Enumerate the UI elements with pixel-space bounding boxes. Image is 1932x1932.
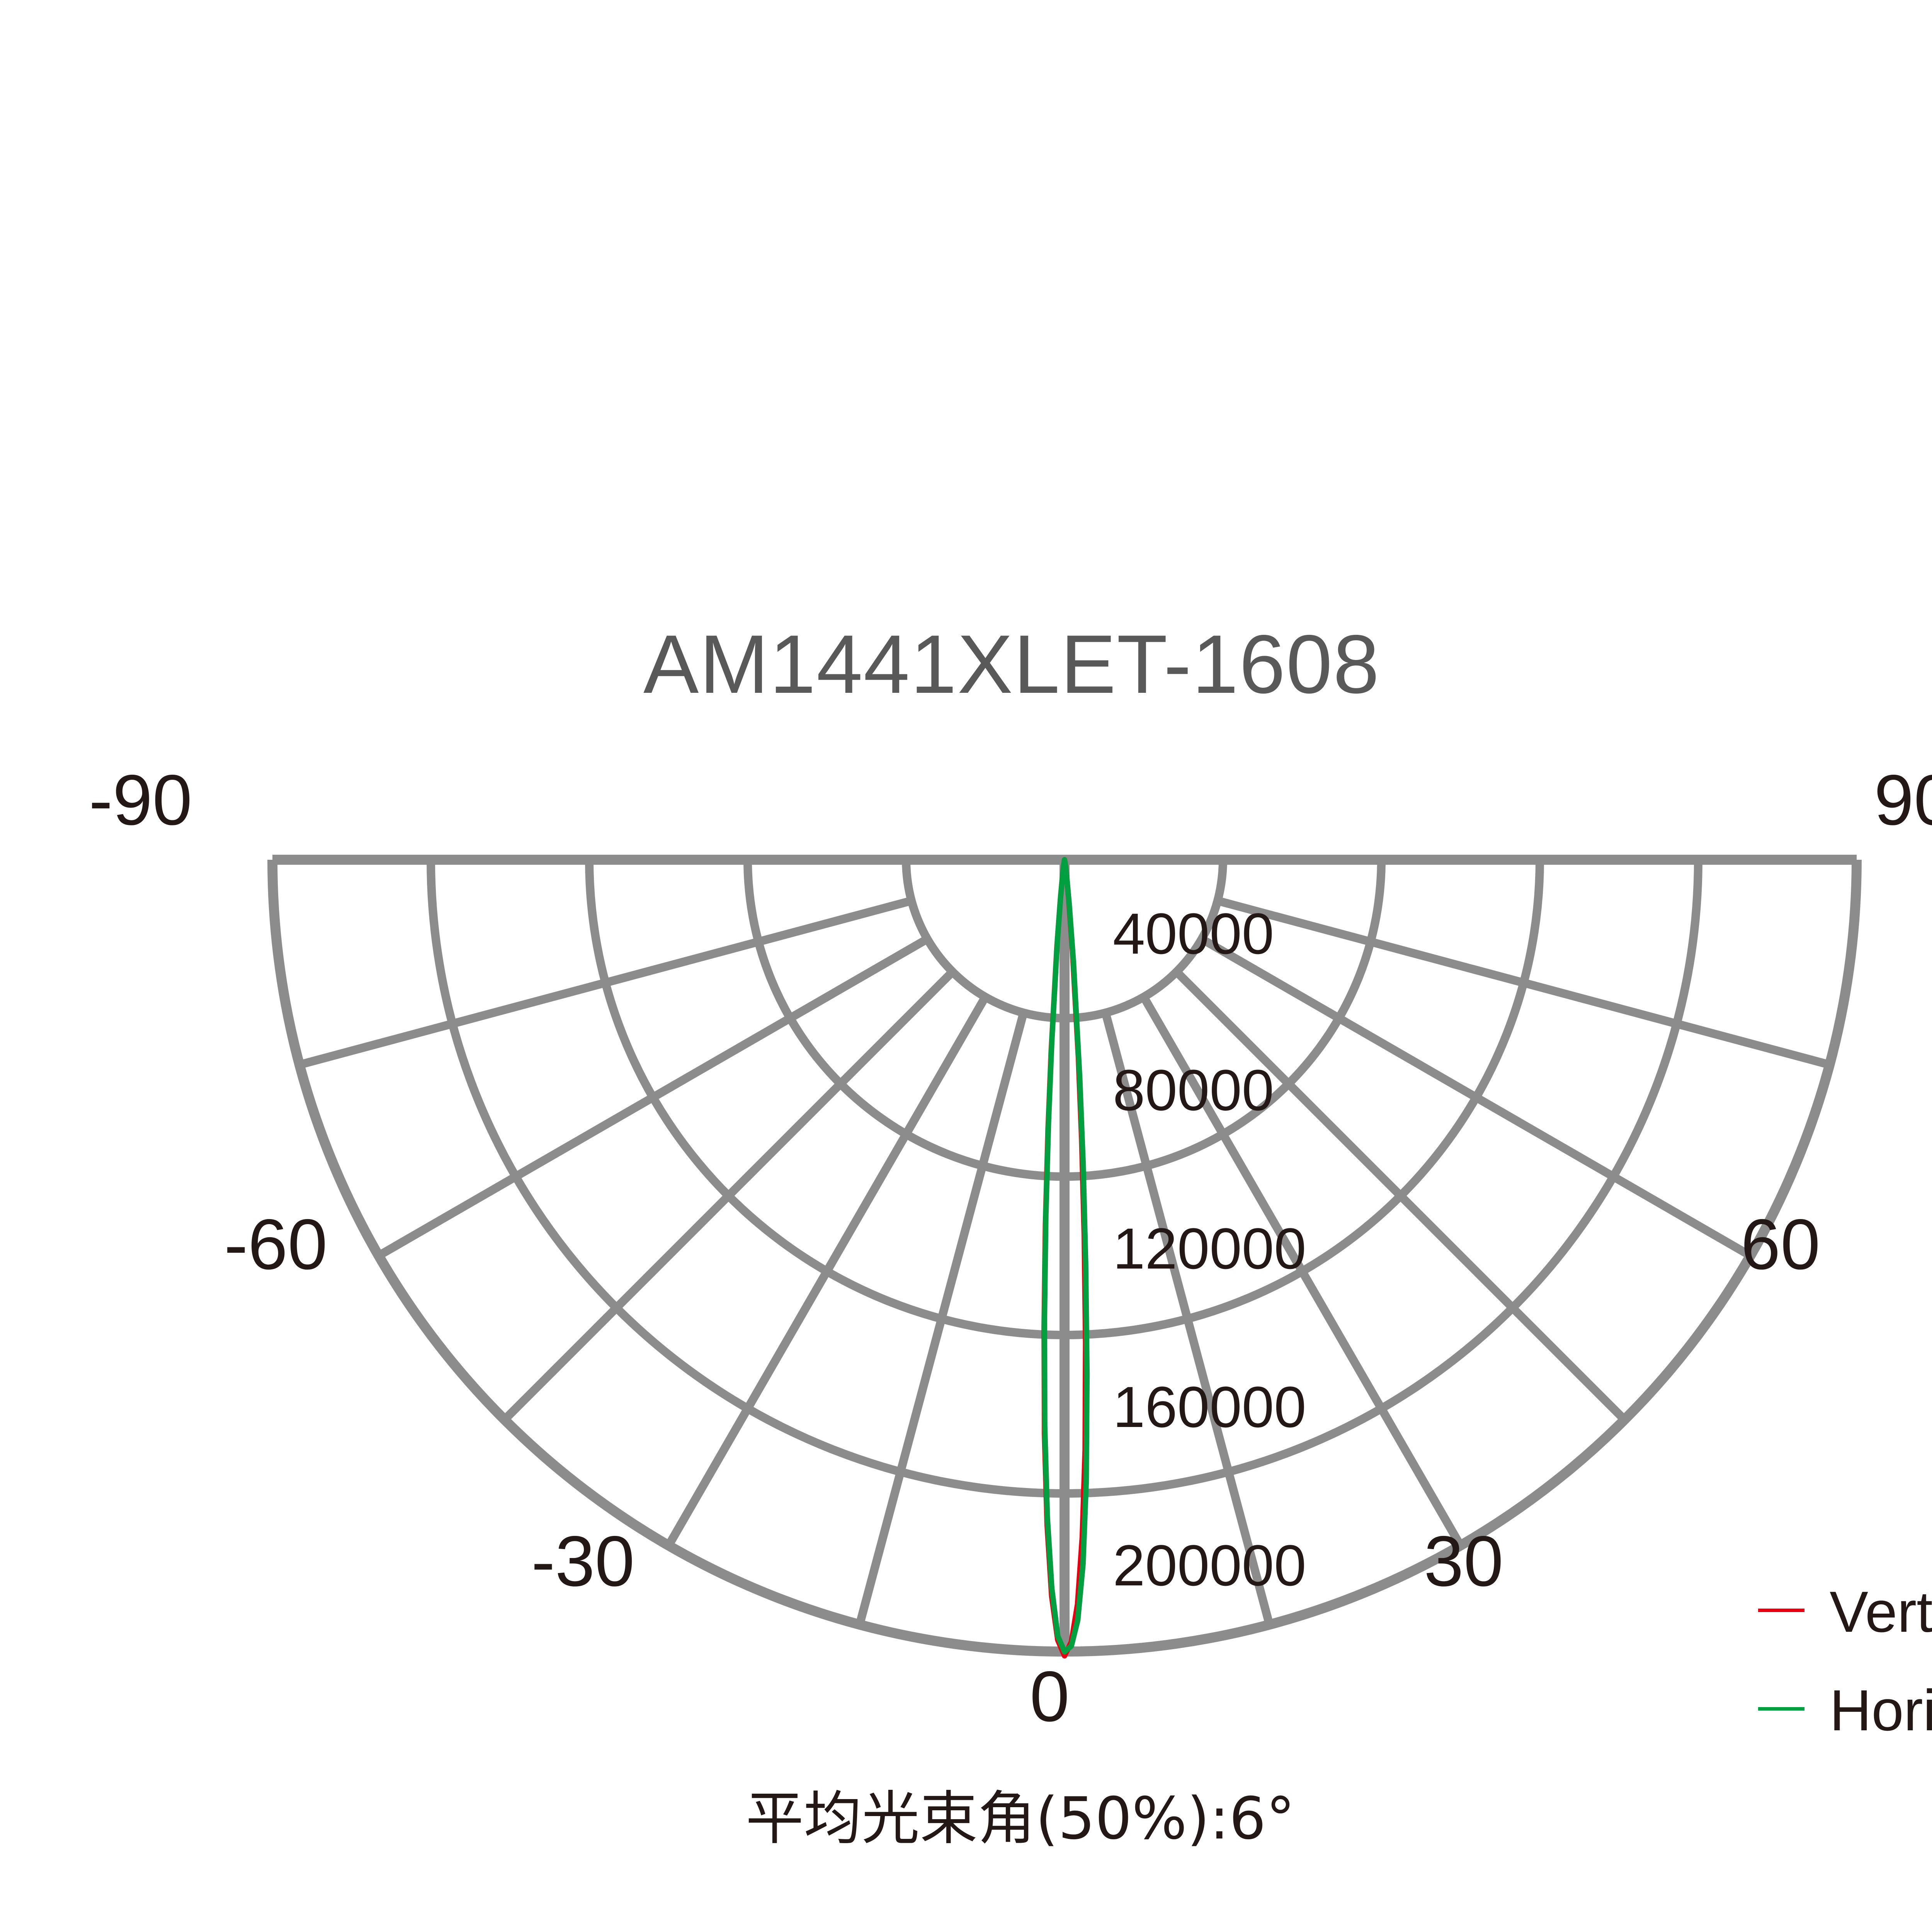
grid-spoke [1216,896,1831,1069]
legend-hori-swatch-icon [1758,1707,1804,1711]
grid-spoke [855,1012,1028,1626]
grid-spoke [1199,935,1753,1260]
beam-angle-annotation: 平均光束角(50%):6° [746,1785,1295,1852]
grid-spoke [1101,1012,1274,1626]
grid-spoke [298,896,913,1069]
angle-tick-label-0: 0 [1030,1657,1070,1736]
grid-spoke [665,995,989,1548]
radial-tick-label-160000: 160000 [1113,1374,1306,1439]
angle-tick-label-neg60: -60 [224,1205,328,1284]
radial-tick-label-200000: 200000 [1113,1533,1306,1598]
legend-vert-swatch-icon [1758,1609,1804,1612]
angle-tick-label-30: 30 [1424,1522,1503,1601]
intensity-curve [1042,857,1090,1655]
intensity-curves [1041,857,1090,1659]
grid-spoke [1140,995,1464,1548]
legend-vert-label: Vert.Intensity(cd) [1830,1579,1932,1644]
polar-grid [267,855,1862,1657]
angle-tick-label-60: 60 [1741,1205,1820,1284]
radial-tick-label-120000: 120000 [1113,1216,1306,1281]
grid-spoke [501,969,956,1423]
radial-tick-label-40000: 40000 [1113,901,1274,966]
legend-hori-label: Hori.Intensity(cd) [1830,1678,1932,1743]
angle-tick-label-neg90: -90 [89,760,192,840]
grid-spoke [1173,969,1628,1423]
grid-spoke [376,935,930,1260]
radial-tick-label-80000: 80000 [1113,1058,1274,1122]
angle-tick-label-neg30: -30 [531,1522,635,1601]
page-title: AM1441XLET-1608 [643,617,1380,711]
angle-tick-label-90: 90 [1874,760,1932,840]
